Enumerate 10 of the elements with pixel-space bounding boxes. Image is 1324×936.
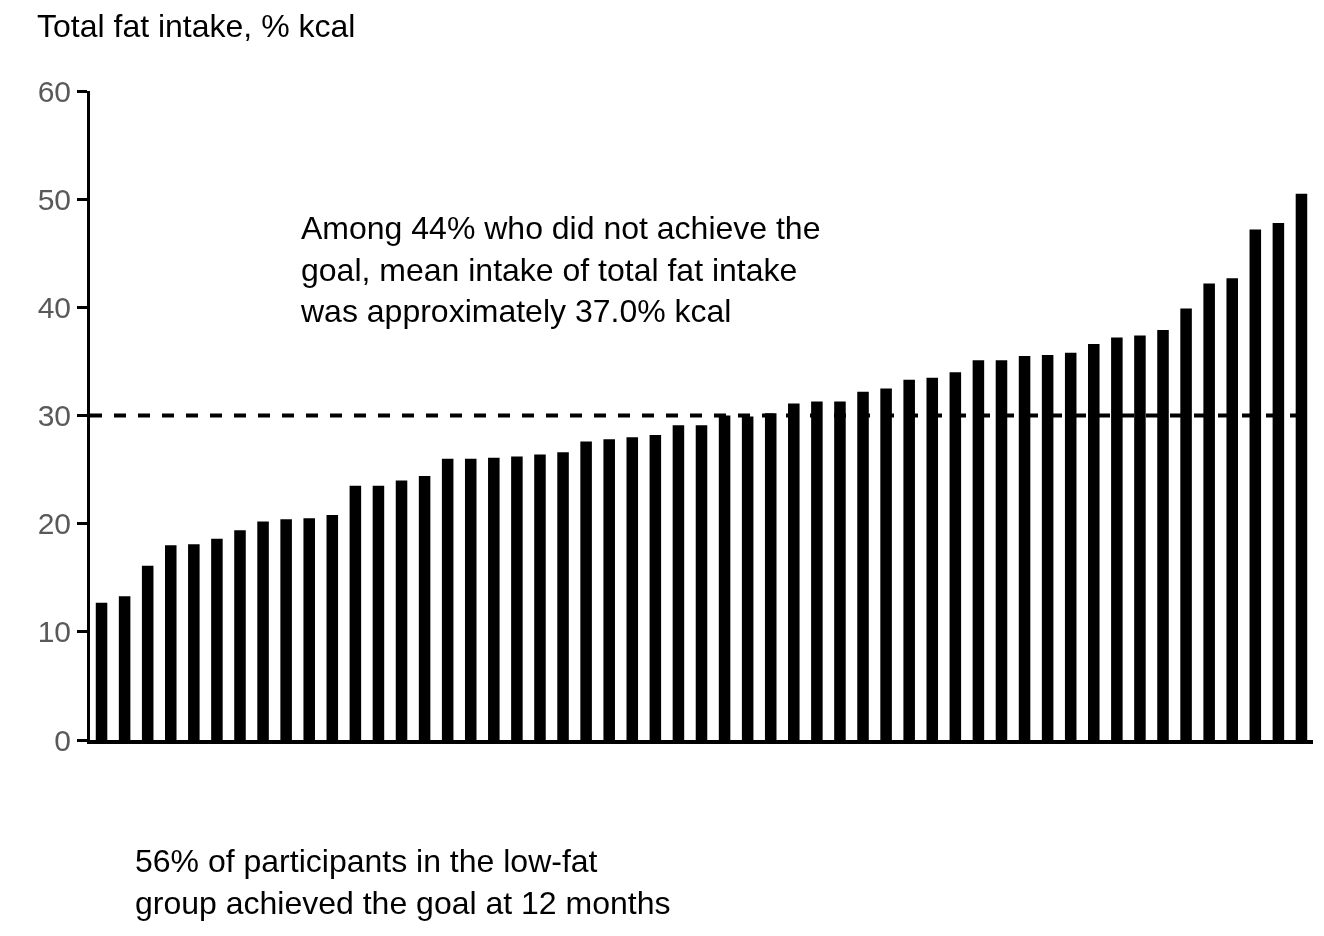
y-tick-label: 60 (37, 74, 71, 108)
y-tick-label: 0 (54, 723, 71, 757)
text: 56% of participants in the low-fat group achieved the goal at 12 months (135, 843, 671, 921)
y-tick-label: 40 (37, 290, 71, 324)
y-tick-label: 30 (37, 399, 71, 432)
y-tick-label: 50 (37, 182, 71, 216)
annotation: Among 44% who did not achieve the goal, mean intake of total fat intake was approximately 37.0% kcal (300, 210, 821, 330)
y-tick-label: 20 (37, 507, 71, 541)
y-axis-title: Total fat intake, % kcal (37, 8, 356, 44)
y-tick-label: 10 (37, 615, 71, 649)
